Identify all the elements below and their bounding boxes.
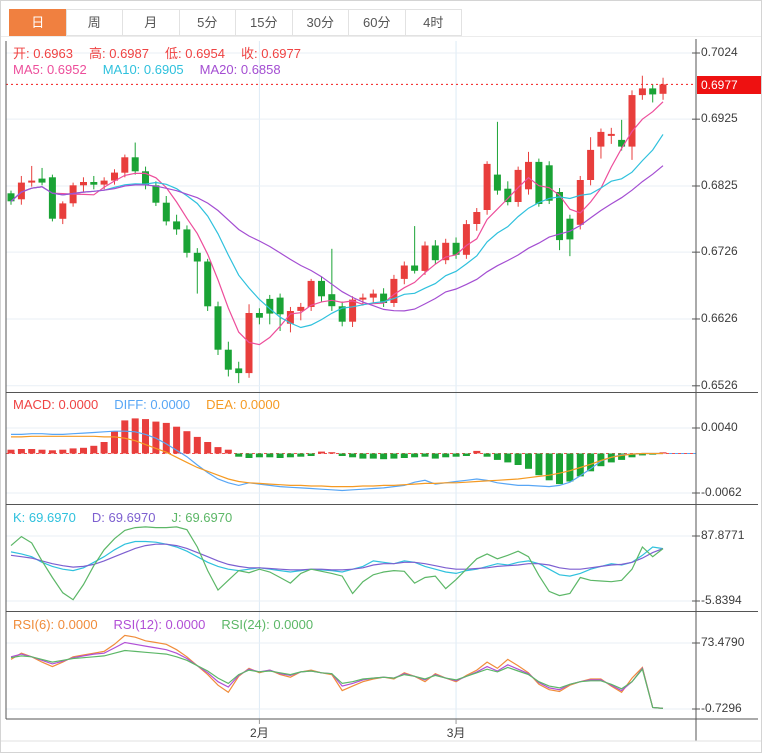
frame-lines: [1, 39, 761, 742]
rsi-lines: [10, 634, 664, 709]
y-axis-label: -0.0062: [701, 485, 742, 499]
kdj-lines: [10, 526, 664, 601]
tab-30分[interactable]: 30分: [291, 9, 349, 36]
macd-lines: [11, 430, 696, 492]
ma5-line: [10, 101, 664, 346]
y-axis-label: 0.7024: [701, 45, 738, 59]
vertical-gridlines: [258, 41, 457, 719]
tab-15分[interactable]: 15分: [235, 9, 293, 36]
k-line: [10, 540, 664, 577]
rsi24-line: [10, 649, 664, 709]
y-axis-label: -0.7296: [701, 701, 742, 715]
j-line: [10, 526, 664, 601]
x-axis-label: 2月: [250, 726, 269, 740]
horizontal-gridlines: [6, 52, 696, 710]
dea-line: [11, 435, 663, 488]
y-axis-label: 0.6626: [701, 310, 738, 325]
y-axis-label: 0.6526: [701, 377, 738, 392]
macd-histogram: [7, 418, 667, 485]
y-axis-label: 0.6825: [701, 177, 738, 192]
tab-月[interactable]: 月: [122, 9, 180, 36]
tabbar-divider: [1, 36, 761, 37]
y-axis-label: 0.6726: [701, 244, 738, 259]
rsi6-line: [10, 634, 664, 709]
rsi12-line: [10, 641, 664, 709]
ma20-line: [10, 165, 664, 312]
tab-日[interactable]: 日: [9, 9, 67, 36]
tab-60分[interactable]: 60分: [348, 9, 406, 36]
x-axis-label: 3月: [446, 726, 466, 740]
tab-5分[interactable]: 5分: [178, 9, 236, 36]
ma10-line: [10, 134, 664, 329]
y-axis-label: 0.6925: [701, 111, 738, 126]
timeframe-tabs: 日周月 5分 15分 30分 60分 4时: [9, 9, 462, 36]
tab-4时[interactable]: 4时: [404, 9, 462, 36]
tab-周[interactable]: 周: [65, 9, 123, 36]
y-axis-label: 0.0040: [701, 420, 738, 434]
y-axis-label: -5.8394: [701, 593, 742, 607]
last-price-badge: 0.6977: [697, 76, 761, 94]
ma-lines: [10, 101, 664, 346]
candles-series: [7, 75, 667, 384]
diff-line: [11, 430, 663, 492]
y-axis-label: 73.4790: [701, 635, 745, 649]
y-axis-label: 87.8771: [701, 528, 745, 542]
d-line: [10, 543, 664, 571]
